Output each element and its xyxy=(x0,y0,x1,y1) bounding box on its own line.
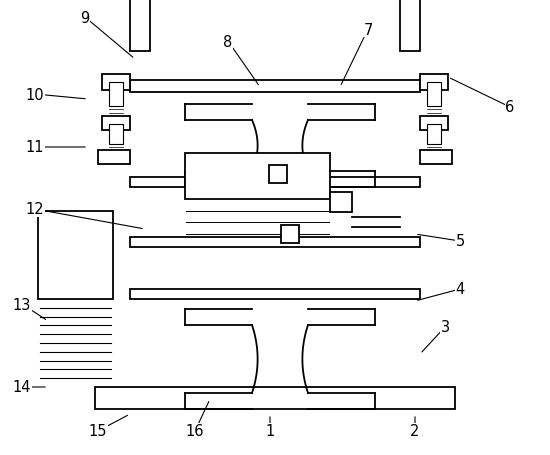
Text: 3: 3 xyxy=(441,320,449,335)
Bar xyxy=(109,125,123,145)
Text: 13: 13 xyxy=(13,297,31,312)
Bar xyxy=(98,151,130,165)
Bar xyxy=(38,212,113,299)
Text: 14: 14 xyxy=(13,379,31,394)
Bar xyxy=(330,192,352,212)
Text: 8: 8 xyxy=(223,35,233,50)
Text: 15: 15 xyxy=(89,424,107,439)
Bar xyxy=(130,81,420,93)
Text: 12: 12 xyxy=(26,202,45,217)
Text: 6: 6 xyxy=(505,100,515,115)
Bar xyxy=(420,117,448,131)
Text: 5: 5 xyxy=(455,234,465,249)
Bar xyxy=(95,387,455,409)
Text: 16: 16 xyxy=(186,424,204,439)
Text: 9: 9 xyxy=(80,10,90,25)
Bar xyxy=(281,226,299,243)
Bar xyxy=(130,289,420,299)
Bar xyxy=(269,166,287,184)
Text: 7: 7 xyxy=(364,22,373,37)
Bar xyxy=(130,177,420,187)
Text: 10: 10 xyxy=(26,87,45,102)
Bar xyxy=(427,83,441,107)
Bar xyxy=(420,151,452,165)
Bar xyxy=(400,0,420,52)
Text: 1: 1 xyxy=(266,424,274,439)
Bar xyxy=(427,125,441,145)
Text: 4: 4 xyxy=(455,282,465,297)
Bar xyxy=(420,75,448,91)
Bar xyxy=(102,117,130,131)
Bar xyxy=(102,75,130,91)
Text: 11: 11 xyxy=(26,140,44,155)
Bar xyxy=(109,83,123,107)
Bar xyxy=(185,154,330,200)
Bar xyxy=(130,238,420,248)
Bar xyxy=(130,0,150,52)
Text: 2: 2 xyxy=(410,424,420,439)
